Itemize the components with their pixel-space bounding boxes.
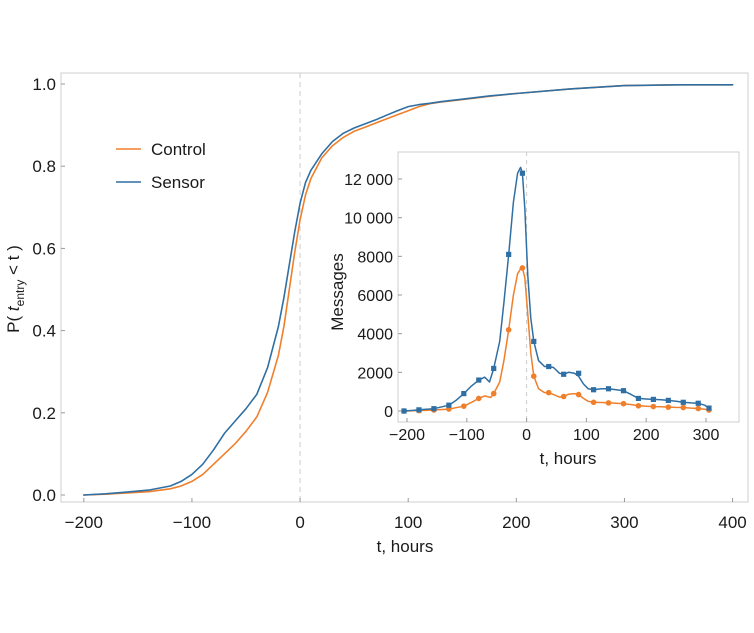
main-plot-frame bbox=[60, 72, 749, 503]
inset-point-control bbox=[545, 389, 552, 396]
inset-y-tick-label: 6000 bbox=[357, 288, 393, 305]
main-y-axis-title: P( tentry < t ) bbox=[4, 245, 27, 333]
inset-plot: −200 −100 0 100 200 300 0 2000 4000 6000 8000 10 00… bbox=[328, 151, 740, 468]
inset-point-control bbox=[505, 327, 512, 333]
inset-point-control bbox=[650, 403, 657, 410]
inset-point-sensor bbox=[491, 365, 497, 372]
main-y-tick-label: 0.4 bbox=[32, 322, 56, 341]
inset-point-sensor bbox=[561, 371, 567, 377]
inset-y-tick-label: 0 bbox=[384, 404, 393, 421]
main-y-axis-title-prefix: P( bbox=[4, 311, 23, 333]
inset-x-tick-label: 0 bbox=[522, 427, 531, 444]
main-x-tick-label: 200 bbox=[502, 513, 530, 532]
inset-point-control bbox=[461, 403, 467, 409]
main-plot: −200 −100 0 100 200 300 400 0.0 0.2 0.4 0.6 0.8 1.0 t… bbox=[4, 72, 749, 556]
main-x-tick-label: 0 bbox=[295, 513, 304, 532]
inset-point-sensor bbox=[546, 363, 552, 370]
inset-point-control bbox=[680, 404, 687, 411]
inset-point-control bbox=[519, 265, 526, 271]
inset-point-sensor bbox=[476, 377, 482, 383]
inset-y-axis-title: Messages bbox=[328, 253, 347, 330]
inset-point-control bbox=[560, 393, 567, 400]
inset-point-sensor bbox=[706, 405, 712, 411]
inset-point-sensor bbox=[590, 387, 597, 393]
main-x-tick-label: −100 bbox=[173, 513, 211, 532]
main-y-axis-title-suffix: < t ) bbox=[4, 245, 23, 279]
inset-point-control bbox=[620, 400, 627, 407]
main-y-axis-title-subscript: entry bbox=[13, 280, 27, 307]
main-series-line-sensor bbox=[83, 84, 734, 496]
inset-x-tick-label: 200 bbox=[633, 427, 660, 444]
main-x-axis-title: t, hours bbox=[377, 537, 434, 556]
inset-point-sensor bbox=[695, 400, 701, 406]
main-x-tick-label: 100 bbox=[394, 513, 422, 532]
inset-point-sensor bbox=[506, 251, 512, 257]
inset-point-control bbox=[590, 399, 597, 406]
inset-x-tick-label: 100 bbox=[573, 427, 600, 444]
inset-point-control bbox=[490, 390, 497, 397]
inset-point-sensor bbox=[680, 399, 686, 405]
inset-x-tick-label: 300 bbox=[693, 427, 720, 444]
inset-point-sensor bbox=[635, 395, 642, 402]
inset-y-tick-label: 8000 bbox=[357, 249, 393, 266]
inset-point-control bbox=[530, 373, 537, 380]
legend-label-control: Control bbox=[151, 140, 206, 159]
inset-point-sensor bbox=[416, 407, 422, 413]
main-y-tick-label: 1.0 bbox=[32, 75, 56, 94]
inset-y-tick-label: 12 000 bbox=[344, 172, 393, 189]
inset-point-sensor bbox=[461, 391, 467, 397]
main-y-tick-label: 0.2 bbox=[32, 404, 56, 423]
inset-point-sensor bbox=[401, 408, 407, 414]
inset-point-sensor bbox=[431, 406, 437, 412]
inset-point-control bbox=[475, 395, 482, 402]
inset-point-sensor bbox=[576, 370, 582, 376]
main-x-tick-label: −200 bbox=[65, 513, 103, 532]
main-y-tick-label: 0.8 bbox=[32, 157, 56, 176]
legend-label-sensor: Sensor bbox=[151, 173, 205, 192]
inset-x-tick-label: −100 bbox=[449, 427, 485, 444]
inset-point-control bbox=[575, 391, 582, 398]
inset-point-control bbox=[605, 400, 612, 406]
inset-point-sensor bbox=[605, 386, 612, 392]
inset-plot-frame bbox=[397, 151, 740, 423]
main-x-tick-label: 400 bbox=[718, 513, 746, 532]
inset-y-tick-label: 4000 bbox=[357, 327, 393, 344]
inset-x-axis-title: t, hours bbox=[540, 449, 597, 468]
inset-point-control bbox=[665, 404, 672, 410]
inset-point-control bbox=[635, 402, 642, 409]
main-y-tick-label: 0.6 bbox=[32, 239, 56, 258]
inset-x-tick-label: −200 bbox=[389, 427, 425, 444]
inset-point-sensor bbox=[620, 388, 627, 394]
inset-point-sensor bbox=[665, 397, 671, 403]
main-y-tick-label: 0.0 bbox=[32, 486, 56, 505]
inset-point-sensor bbox=[531, 338, 537, 344]
inset-point-control bbox=[695, 405, 702, 412]
main-y-axis-title-variable: t bbox=[4, 305, 23, 311]
inset-point-sensor bbox=[446, 402, 452, 408]
legend-item-control: Control bbox=[116, 140, 206, 159]
inset-y-tick-label: 10 000 bbox=[344, 211, 393, 228]
legend-item-sensor: Sensor bbox=[116, 173, 205, 192]
inset-y-tick-label: 2000 bbox=[357, 365, 393, 382]
main-x-tick-label: 300 bbox=[610, 513, 638, 532]
inset-point-sensor bbox=[650, 396, 656, 402]
inset-point-sensor bbox=[519, 170, 526, 176]
